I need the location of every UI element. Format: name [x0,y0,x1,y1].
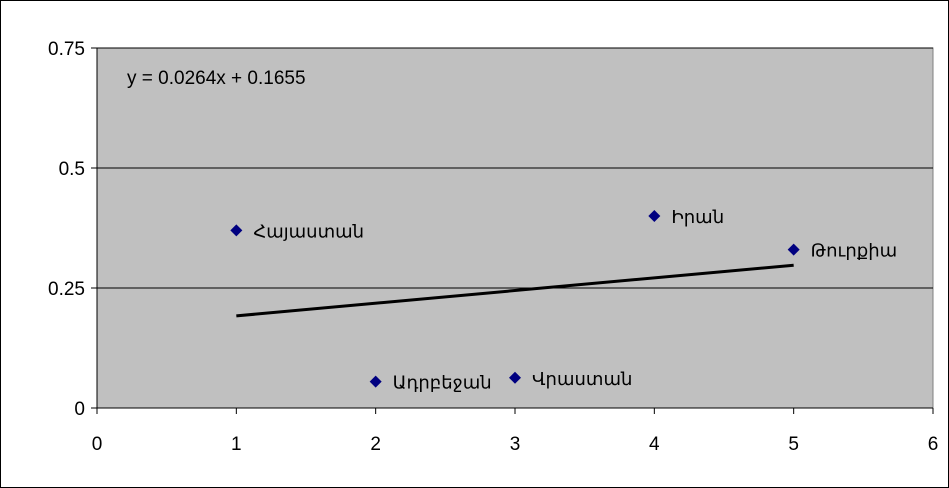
y-axis-ticks: 0 0.25 0.5 0.75 [48,39,97,420]
y-tick-label: 0.75 [48,39,85,60]
data-point-marker [787,243,800,256]
data-point-label: Ադրբեջան [393,373,492,394]
data-point-label: Իրան [671,207,724,228]
plot-area [96,47,934,409]
data-point-marker [369,375,382,388]
data-point-label: Վրաստան [532,369,632,390]
gridlines [97,47,933,289]
data-labels: Հայաստան Ադրբեջան Վրաստան Իրան Թուրքիա [253,207,897,394]
data-point-label: Թուրքիա [811,241,898,262]
x-tick-label: 0 [92,434,103,455]
x-axis-ticks: 0 1 2 3 4 5 6 [92,408,939,455]
x-tick-label: 2 [370,434,381,455]
data-point-label: Հայաստան [253,221,364,242]
x-tick-label: 3 [510,434,521,455]
data-point-marker [230,224,243,237]
y-tick-label: 0 [74,399,85,420]
y-tick-label: 0.25 [48,279,85,300]
trendline-equation: y = 0.0264x + 0.1655 [127,68,306,89]
x-tick-label: 1 [231,434,242,455]
x-tick-label: 6 [928,434,939,455]
x-tick-label: 4 [649,434,660,455]
data-points [230,210,800,388]
y-tick-label: 0.5 [59,159,85,180]
x-tick-label: 5 [788,434,799,455]
trendline [236,263,794,318]
data-point-marker [509,371,521,384]
data-point-marker [648,210,661,222]
